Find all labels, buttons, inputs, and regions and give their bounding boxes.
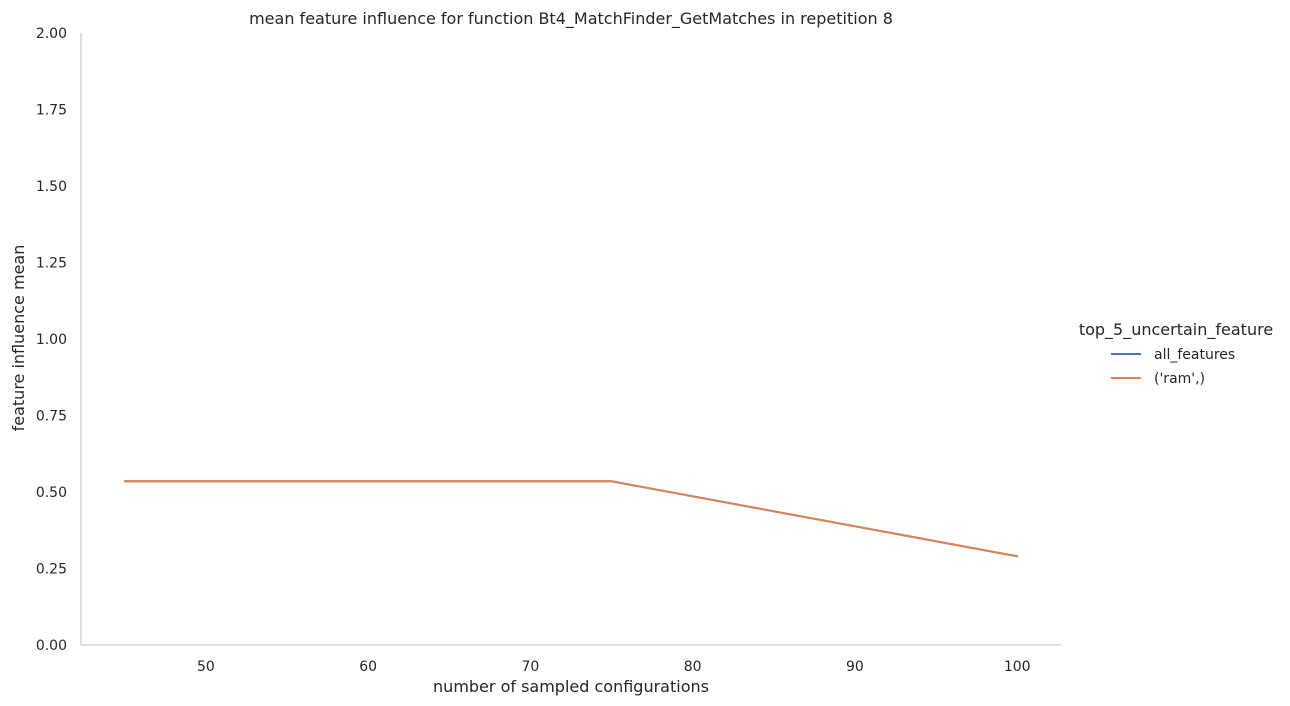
x-tick-label: 70 [522, 659, 540, 675]
axes: 50 60 70 80 90 100 0.00 0.25 0.50 0.75 1.00 1.25 1.5… [36, 26, 1061, 675]
y-tick-label: 0.50 [36, 485, 67, 501]
series-lines [123, 480, 1019, 558]
x-tick-label: 60 [359, 659, 377, 675]
series-line [123, 480, 1019, 558]
legend: top_5_uncertain_feature all_features ('ra… [1079, 320, 1273, 387]
y-tick-label: 0.25 [36, 562, 67, 578]
y-tick-label: 1.00 [36, 332, 67, 348]
x-tick-label: 50 [197, 659, 215, 675]
x-axis-title: number of sampled configurations [433, 677, 709, 696]
y-tick-label: 1.25 [36, 256, 67, 272]
chart-title: mean feature influence for function Bt4_… [249, 9, 893, 29]
y-axis-title: feature influence mean [9, 245, 28, 432]
x-tick-label: 100 [1004, 659, 1031, 675]
y-tick-label: 2.00 [36, 26, 67, 42]
y-tick-label: 0.00 [36, 638, 67, 654]
series-line [123, 480, 1019, 558]
y-tick-label: 0.75 [36, 409, 67, 425]
y-tick-label: 1.75 [36, 103, 67, 119]
x-tick-label: 80 [684, 659, 702, 675]
legend-label: all_features [1154, 347, 1235, 363]
y-tick-label: 1.50 [36, 179, 67, 195]
legend-label: ('ram',) [1154, 371, 1205, 387]
legend-title: top_5_uncertain_feature [1079, 320, 1273, 340]
x-tick-label: 90 [846, 659, 864, 675]
